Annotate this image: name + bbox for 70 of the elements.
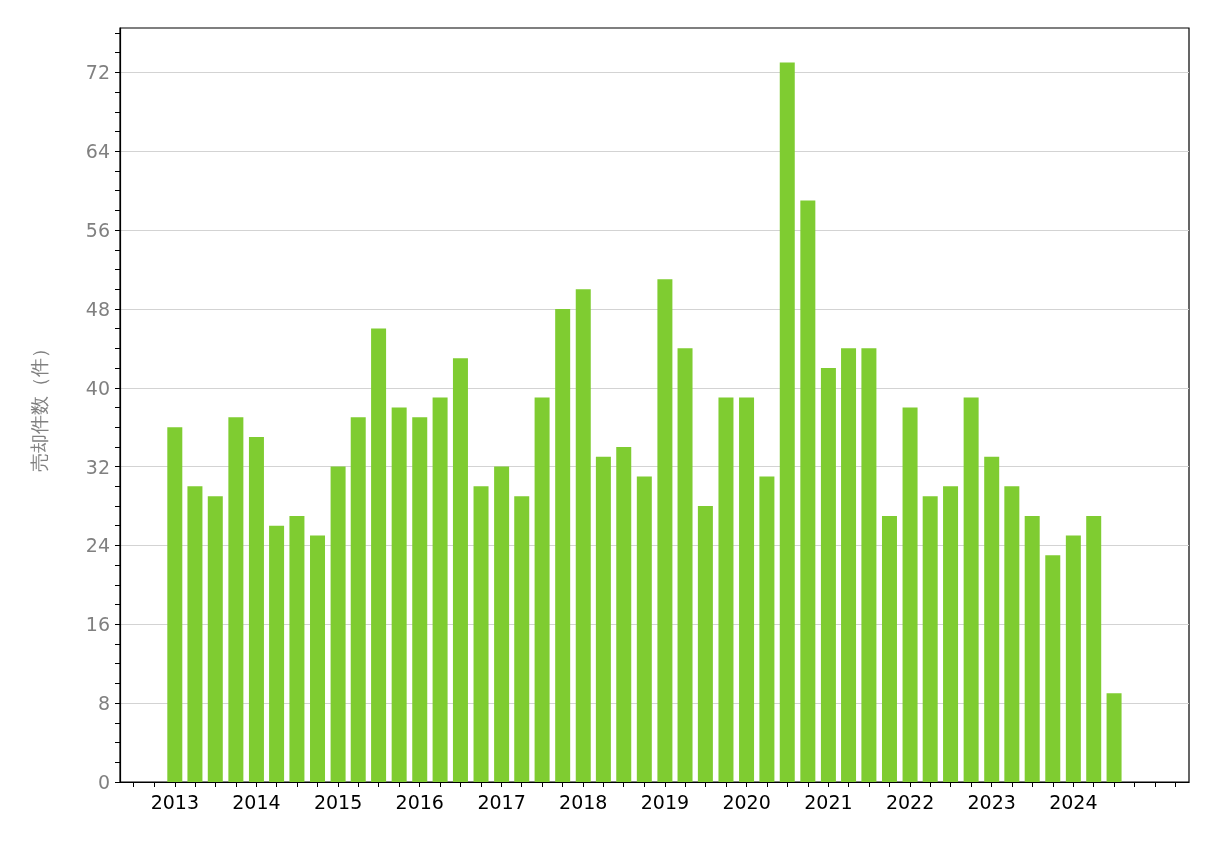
- bar: [595, 456, 611, 782]
- bar: [412, 417, 428, 782]
- y-tick-label: 24: [85, 534, 110, 557]
- bar: [841, 348, 857, 782]
- bar: [779, 62, 795, 782]
- x-tick-label: 2020: [722, 790, 771, 813]
- bar: [677, 348, 693, 782]
- bar: [432, 397, 448, 782]
- bar: [228, 417, 244, 782]
- bar: [739, 397, 755, 782]
- bar: [534, 397, 550, 782]
- bar: [269, 525, 285, 782]
- x-tick-label: 2015: [313, 790, 363, 813]
- bar: [473, 486, 489, 782]
- bar: [514, 496, 530, 782]
- bar: [881, 515, 897, 782]
- x-tick-label: 2019: [640, 790, 690, 813]
- bar: [1065, 535, 1081, 782]
- bar: [1024, 515, 1040, 782]
- bar: [371, 328, 387, 782]
- x-tick-label: 2022: [885, 790, 935, 813]
- bar: [555, 308, 571, 782]
- bar: [248, 437, 264, 782]
- y-tick-label: 16: [85, 613, 110, 636]
- bar: [310, 535, 326, 782]
- bar: [759, 476, 775, 782]
- bar: [963, 397, 979, 782]
- y-tick-label: 72: [85, 61, 110, 84]
- bar: [657, 279, 673, 782]
- bar: [187, 486, 203, 782]
- bar: [1106, 693, 1122, 782]
- x-tick-label: 2024: [1049, 790, 1098, 813]
- bar: [820, 368, 836, 782]
- y-tick-label: 56: [85, 219, 110, 242]
- x-tick-label: 2023: [967, 790, 1016, 813]
- x-tick-label: 2017: [477, 790, 526, 813]
- bar: [861, 348, 877, 782]
- y-tick-label: 48: [85, 297, 110, 320]
- bar: [1004, 486, 1020, 782]
- x-tick-label: 2021: [804, 790, 853, 813]
- bar: [800, 200, 816, 782]
- x-tick-label: 2014: [232, 790, 281, 813]
- bar: [391, 407, 407, 782]
- y-tick-label: 8: [97, 692, 110, 715]
- bar: [697, 506, 713, 782]
- y-tick-label: 64: [85, 140, 110, 163]
- bar: [494, 466, 510, 782]
- y-tick-label: 32: [85, 455, 110, 478]
- y-tick-label: 40: [85, 376, 110, 399]
- bar: [575, 289, 591, 782]
- bar: [452, 358, 468, 782]
- x-tick-label: 2013: [150, 790, 199, 813]
- x-tick-label: 2016: [395, 790, 444, 813]
- bar: [167, 427, 183, 782]
- bar: [902, 407, 918, 782]
- bar: [984, 456, 1000, 782]
- bar: [922, 496, 938, 782]
- bar: [289, 515, 305, 782]
- bar: [718, 397, 734, 782]
- bar: [636, 476, 652, 782]
- y-axis-title: 売却件数（件）: [27, 338, 50, 472]
- bar: [943, 486, 959, 782]
- bar: [330, 466, 346, 782]
- bar: [616, 446, 632, 782]
- y-tick-label: 0: [97, 771, 110, 793]
- bar: [207, 496, 223, 782]
- bar: [1045, 555, 1061, 782]
- bar: [1086, 515, 1102, 782]
- x-tick-label: 2018: [559, 790, 608, 813]
- bar: [350, 417, 366, 782]
